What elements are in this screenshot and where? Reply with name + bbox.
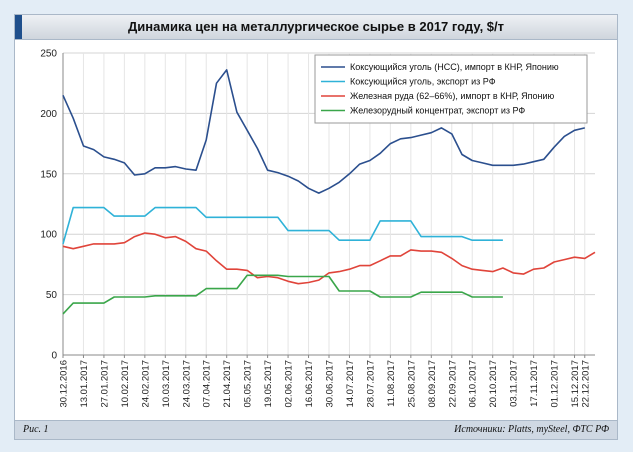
series-line-4 [62, 274, 503, 315]
figure-label: Рис. 1 [23, 424, 49, 435]
x-tick-label: 15.12.2017 [570, 360, 581, 408]
x-tick-label: 21.04.2017 [222, 360, 233, 408]
x-tick-label: 25.08.2017 [406, 360, 417, 408]
chart-title-bar: Динамика цен на металлургическое сырье в… [15, 15, 617, 40]
x-tick-label: 13.01.2017 [79, 360, 90, 408]
x-tick-label: 07.04.2017 [202, 360, 213, 408]
x-tick-label: 02.06.2017 [284, 360, 295, 408]
y-tick-label: 50 [46, 290, 58, 301]
y-tick-label: 0 [51, 351, 57, 362]
y-tick-label: 100 [40, 230, 57, 241]
legend-entry-1: Коксующийся уголь (HCC), импорт в КНР, Я… [350, 62, 559, 72]
chart-footer: Рис. 1 Источники: Platts, mySteel, ФТС Р… [15, 420, 617, 439]
legend-entry-2: Коксующийся уголь, экспорт из РФ [350, 77, 496, 87]
chart-title: Динамика цен на металлургическое сырье в… [128, 19, 504, 34]
x-tick-label: 17.11.2017 [529, 360, 540, 407]
x-tick-label: 03.11.2017 [509, 360, 520, 407]
x-tick-label: 10.03.2017 [161, 360, 172, 408]
chart-plot: 0 50 100 150 200 250 30.12.2016 13.01.2017 27.01… [40, 49, 596, 408]
title-accent [15, 15, 22, 39]
x-tick-label: 24.02.2017 [140, 360, 151, 408]
x-tick-label: 10.02.2017 [120, 360, 131, 408]
x-tick-label: 14.07.2017 [345, 360, 356, 408]
x-tick-label: 28.07.2017 [365, 360, 376, 408]
series-line-2 [62, 206, 503, 245]
series-line-3 [62, 232, 596, 285]
x-tick-label: 08.09.2017 [427, 360, 438, 408]
y-tick-label: 200 [40, 109, 57, 120]
x-tick-label: 20.10.2017 [488, 360, 499, 408]
x-tick-label: 11.08.2017 [386, 360, 397, 407]
x-tick-label: 01.12.2017 [550, 360, 561, 408]
x-tick-label: 30.12.2016 [59, 360, 70, 408]
y-tick-label: 150 [40, 169, 57, 180]
x-tick-label: 05.05.2017 [243, 360, 254, 408]
source-note: Источники: Platts, mySteel, ФТС РФ [454, 424, 609, 435]
x-tick-label: 24.03.2017 [181, 360, 192, 408]
x-tick-label: 22.09.2017 [447, 360, 458, 408]
x-tick-label: 22.12.2017 [580, 360, 591, 408]
legend-entry-4: Железорудный концентрат, экспорт из РФ [350, 106, 525, 116]
x-tick-label: 16.06.2017 [304, 360, 315, 408]
legend-entry-3: Железная руда (62–66%), импорт в КНР, Яп… [350, 91, 555, 101]
x-tick-label: 19.05.2017 [263, 360, 274, 408]
y-tick-label: 250 [40, 49, 57, 60]
x-tick-label: 27.01.2017 [99, 360, 110, 408]
legend-box [314, 54, 588, 124]
x-tick-label: 30.06.2017 [325, 360, 336, 408]
x-tick-label: 06.10.2017 [468, 360, 479, 408]
series-line-1 [62, 69, 585, 194]
chart-figure: Динамика цен на металлургическое сырье в… [14, 14, 618, 440]
